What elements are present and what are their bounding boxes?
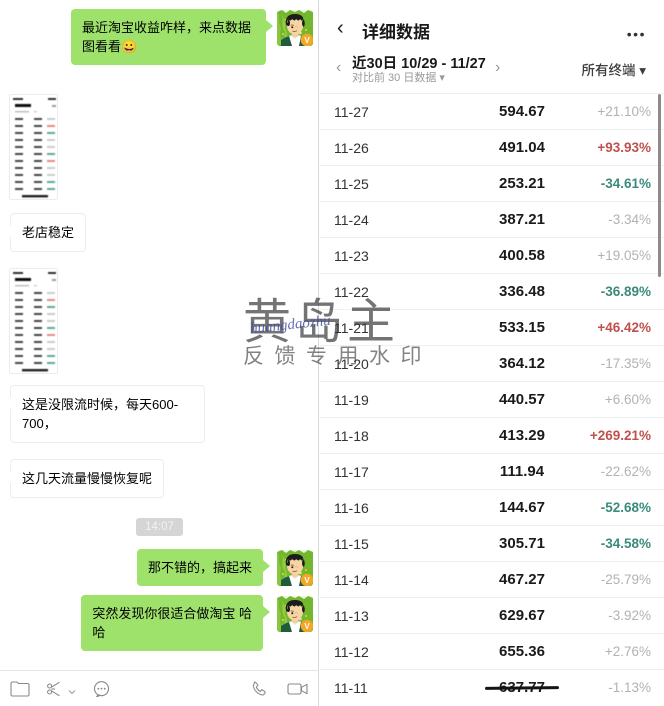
svg-text:V: V xyxy=(304,622,310,631)
svg-text:V: V xyxy=(304,576,310,585)
svg-text:V: V xyxy=(304,36,310,45)
